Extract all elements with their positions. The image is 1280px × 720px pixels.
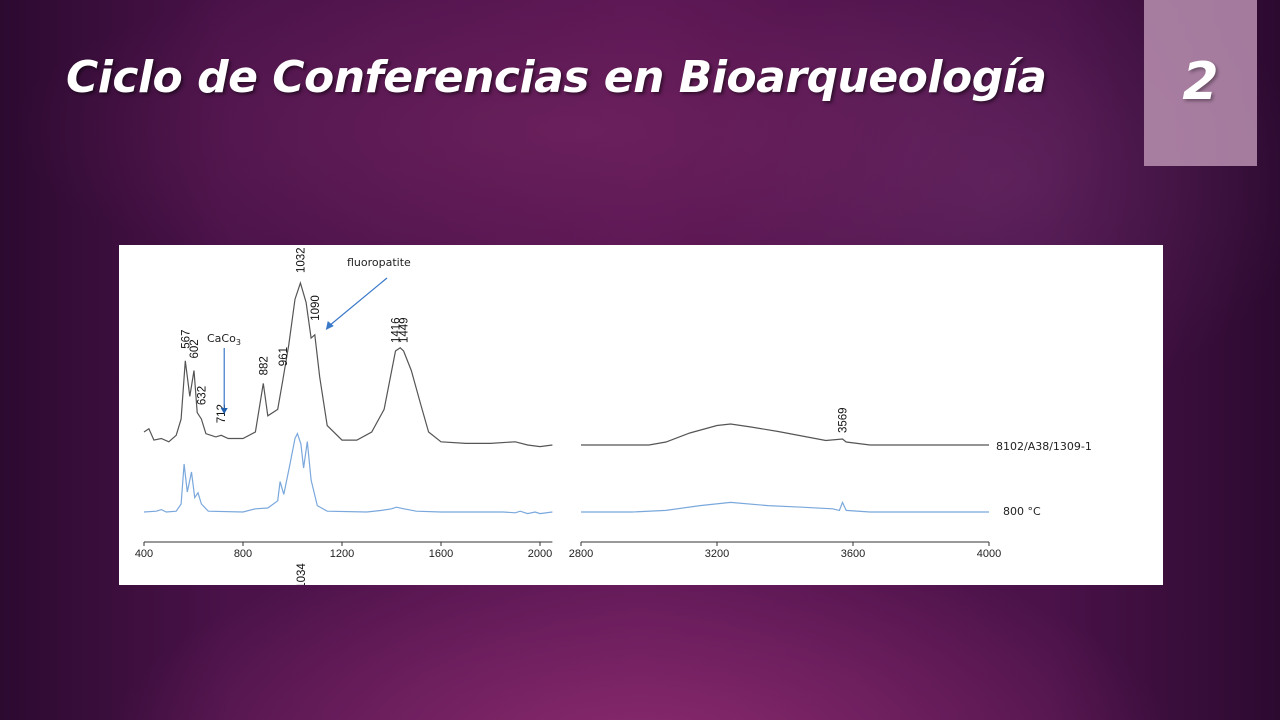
ftir-spectrum-chart: 400 800 1200 1600 2000 2800 3200 3600 4000 8102/A… <box>119 245 1163 585</box>
peak-label: 712 <box>216 404 228 423</box>
annotation-caco3-subscript: 3 <box>236 338 241 347</box>
slide-number: 2 <box>1182 52 1219 112</box>
series-line-sample-panel1 <box>143 280 553 448</box>
slide-number-box <box>1144 0 1257 166</box>
x-tick-label: 3200 <box>705 548 729 560</box>
x-tick-label: 1200 <box>330 548 354 560</box>
spectrum-svg: 400 800 1200 1600 2000 2800 3200 3600 4000 8102/A… <box>135 247 1092 585</box>
peak-label: 602 <box>189 339 201 358</box>
annotation-caco3: CaCo3 <box>207 332 241 347</box>
x-tick-label: 2000 <box>528 548 552 560</box>
peak-label: 1032 <box>295 247 307 273</box>
series-line-reference-panel2 <box>581 500 989 513</box>
series-label: 8102/A38/1309-1 <box>996 440 1092 453</box>
peak-label: 1416 <box>391 317 403 343</box>
peak-label: 3569 <box>838 407 850 433</box>
x-tick-label: 800 <box>234 548 252 560</box>
series-line-reference-panel1 <box>143 432 553 515</box>
x-tick-label: 4000 <box>977 548 1001 560</box>
x-tick-label: 3600 <box>841 548 865 560</box>
peak-label: 632 <box>196 386 208 405</box>
fluoropatite-arrowhead <box>325 321 334 330</box>
peak-label: 961 <box>278 347 290 366</box>
x-tick-label: 2800 <box>569 548 593 560</box>
peak-label: 567 <box>180 330 192 349</box>
slide-title: Ciclo de Conferencias en Bioarqueología <box>66 52 1047 103</box>
series-label: 800 °C <box>1003 505 1041 518</box>
peak-label: 882 <box>258 356 270 375</box>
peak-label-bottom: 1034 <box>296 563 308 585</box>
annotation-fluoropatite: fluoropatite <box>347 256 411 269</box>
peak-label: 1449 <box>399 317 411 343</box>
peak-label: 1090 <box>310 295 322 321</box>
x-tick-label: 1600 <box>429 548 453 560</box>
caco3-arrowhead <box>220 408 228 414</box>
x-tick-label: 400 <box>135 548 153 560</box>
series-line-sample-panel2 <box>581 423 989 446</box>
fluoropatite-arrow <box>327 277 388 328</box>
